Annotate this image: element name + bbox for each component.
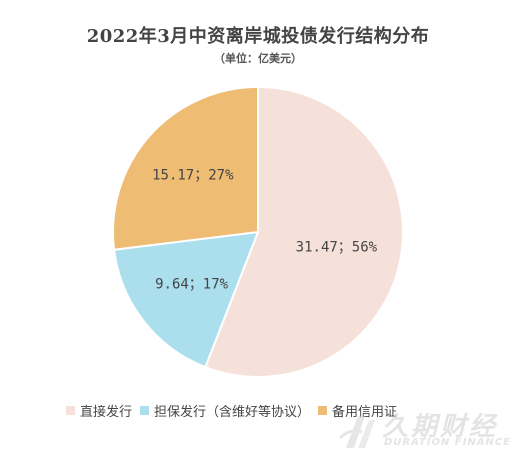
watermark-logo-icon [338,416,375,448]
watermark: 久期财经 DURATION FINANCE [338,408,514,452]
data-label-direct: 31.47；56% [296,240,378,256]
legend-label-guarantee: 担保发行（含维好等协议） [154,405,311,420]
legend-label-direct: 直接发行 [80,405,133,420]
watermark-cn-text: 久期财经 [382,412,499,442]
data-label-guarantee: 9.64；17% [155,277,229,293]
watermark-en-text: DURATION FINANCE [384,437,511,448]
legend-swatch-standby-lc [318,406,328,415]
chart-subtitle: （单位：亿美元） [214,52,302,65]
chart-title: 2022年3月中资离岸城投债发行结构分布 [86,26,430,47]
legend-swatch-direct [66,406,75,415]
legend-label-standby-lc: 备用信用证 [332,405,398,420]
legend-item-guarantee: 担保发行（含维好等协议） [140,401,310,420]
slice-direct [204,85,404,378]
legend-swatch-guarantee [140,406,150,415]
slice-guarantee [112,230,260,369]
pie-slices [112,85,404,378]
legend-item-direct: 直接发行 [66,401,132,420]
legend-item-standby-lc: 备用信用证 [318,401,397,420]
pie-data-labels: 31.47；56% 9.64；17% 15.17；27% [152,167,378,292]
slice-standby-lc [112,85,259,251]
data-label-standby-lc: 15.17；27% [152,167,234,183]
chart-legend: 直接发行 担保发行（含维好等协议） 备用信用证 [66,401,405,420]
